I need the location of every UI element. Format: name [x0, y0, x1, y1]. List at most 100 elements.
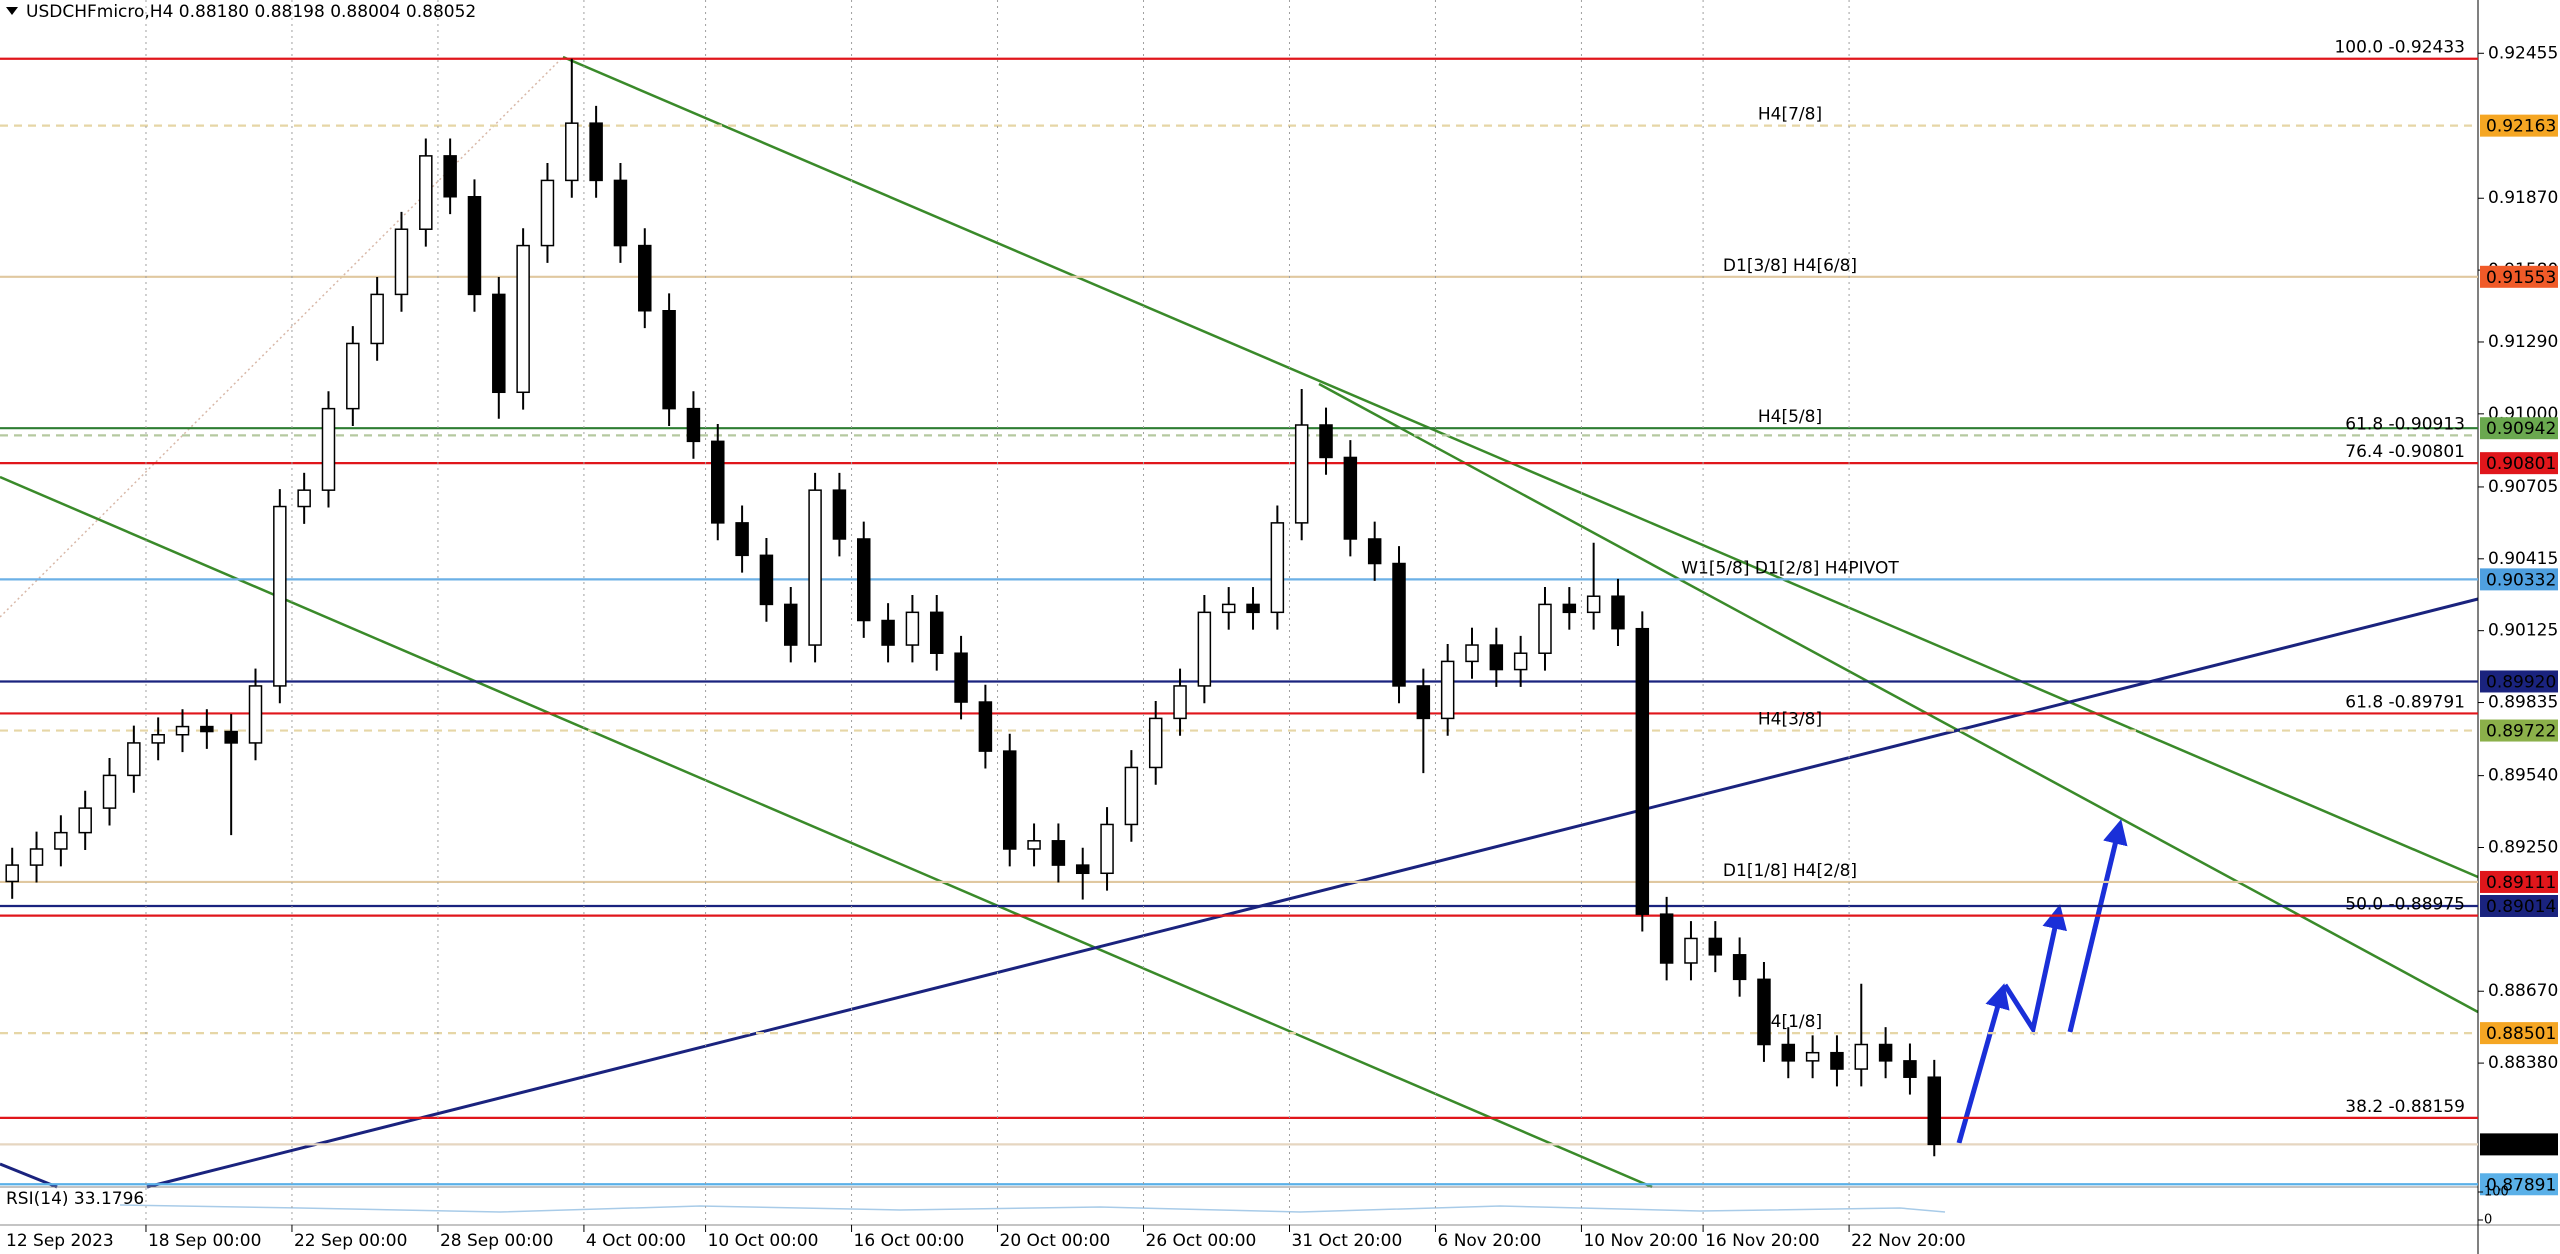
rsi-panel: RSI(14) 33.1796 — [0, 1186, 2560, 1226]
channel-line — [1318, 382, 2479, 1014]
price-tag — [2480, 870, 2558, 893]
price-tag-label: 0.91553 — [2486, 268, 2556, 288]
rsi-label: RSI(14) 33.1796 — [6, 1189, 144, 1209]
candle-body — [102, 774, 117, 809]
level-label: H4[3/8] — [1758, 710, 1822, 730]
candle-body — [1148, 717, 1163, 769]
candle-body — [1367, 538, 1382, 565]
price-tag — [2480, 1133, 2558, 1156]
candle-body — [638, 244, 652, 312]
candle-body — [467, 196, 482, 296]
candle-body — [1684, 937, 1698, 964]
candle-body — [370, 293, 384, 345]
price-tag — [2480, 719, 2558, 742]
candle-body — [857, 538, 871, 622]
candle-body — [784, 603, 798, 646]
candle-body — [1416, 685, 1431, 720]
price-tag — [2480, 1173, 2558, 1196]
level-label: H4[7/8] — [1758, 105, 1822, 125]
x-tick-label: 16 Nov 20:00 — [1705, 1231, 1820, 1251]
price-tag-label: 0.90332 — [2486, 570, 2556, 590]
level-label: 100.0 -0.92433 — [2334, 38, 2465, 58]
x-tick-label: 28 Sep 00:00 — [440, 1231, 553, 1251]
candle-body — [1708, 937, 1723, 956]
rsi-tick-label: 0 — [2484, 1213, 2492, 1228]
candle-body — [589, 122, 603, 182]
y-tick-label: 0.90415 — [2488, 549, 2558, 569]
x-tick-label: 22 Sep 00:00 — [294, 1231, 407, 1251]
levels: 100.0 -0.92433 H4[7/8] D1[3/8] H4[6/8] H4[5… — [0, 38, 2478, 1186]
candle-body — [1830, 1051, 1844, 1070]
candle-body — [1878, 1043, 1893, 1062]
channel-line — [562, 55, 2479, 879]
candle-body — [1027, 840, 1041, 850]
candle-body — [613, 179, 628, 247]
candle-body — [1903, 1060, 1917, 1078]
x-tick-label: 26 Oct 00:00 — [1146, 1231, 1257, 1251]
candle-body — [808, 489, 822, 646]
candle-body — [1562, 603, 1577, 614]
chart-title: USDCHFmicro,H4 0.88180 0.88198 0.88004 0… — [26, 2, 476, 22]
price-tag — [2480, 265, 2558, 288]
candle-body — [1854, 1043, 1869, 1070]
level-label: H4[5/8] — [1758, 407, 1822, 427]
y-tick-label: 0.89540 — [2488, 766, 2558, 786]
candle-body — [1465, 644, 1479, 663]
candle-body — [1392, 562, 1406, 687]
x-tick-label: 16 Oct 00:00 — [854, 1231, 965, 1251]
candle-body — [78, 807, 92, 834]
candle-body — [419, 155, 433, 230]
candle-body — [175, 725, 190, 736]
candle-body — [929, 611, 944, 654]
y-tick-label: 0.89835 — [2488, 693, 2558, 713]
price-tag — [2480, 417, 2558, 440]
candle-body — [346, 342, 360, 410]
x-tick-label: 20 Oct 00:00 — [1000, 1231, 1111, 1251]
candle-body — [565, 122, 579, 182]
candle-body — [1051, 840, 1066, 866]
candle-body — [1659, 913, 1674, 964]
price-tag — [2480, 568, 2558, 591]
price-tag-label: 0.87891 — [2486, 1175, 2556, 1195]
y-tick-label: 0.91290 — [2488, 332, 2558, 352]
candle-body — [1221, 603, 1236, 614]
candle-body — [29, 848, 44, 866]
candle-body — [151, 734, 165, 744]
x-tick-label: 22 Nov 20:00 — [1851, 1231, 1966, 1251]
rsi-line — [119, 1204, 1946, 1213]
y-tick-label: 0.91870 — [2488, 188, 2558, 208]
price-tag-label: 0.90942 — [2486, 419, 2556, 439]
rsi-tick-label: 100 — [2484, 1185, 2509, 1200]
price-tag-label: 0.89722 — [2486, 722, 2556, 742]
candle-body — [1197, 611, 1212, 687]
price-tag-label: 0.88052 — [2486, 1135, 2556, 1155]
level-label: W1[5/8] D1[2/8] H4PIVOT — [1681, 558, 1899, 578]
price-tag-label: 0.88501 — [2486, 1024, 2556, 1044]
menu-icon[interactable] — [6, 7, 18, 15]
candle-body — [711, 440, 725, 524]
y-tick-label: 0.88670 — [2488, 981, 2558, 1001]
candle-body — [978, 701, 993, 752]
y-tick-label: 0.88380 — [2488, 1053, 2558, 1073]
x-tick-label: 6 Nov 20:00 — [1437, 1231, 1541, 1251]
candle-body — [1732, 954, 1747, 981]
candle-body — [1440, 660, 1455, 720]
candle-body — [1343, 456, 1358, 540]
y-tick-label: 0.90125 — [2488, 621, 2558, 641]
price-tag — [2480, 114, 2558, 137]
arrow — [2002, 904, 2067, 1036]
candle-body — [735, 522, 749, 557]
level-label: 38.2 -0.88159 — [2345, 1097, 2465, 1117]
price-tag-label: 0.90801 — [2486, 454, 2556, 474]
price-tag — [2480, 670, 2558, 693]
candle-body — [759, 554, 774, 606]
candle-body — [443, 155, 457, 198]
price-tag-label: 0.89111 — [2486, 873, 2556, 893]
level-label: 50.0 -0.88975 — [2345, 895, 2465, 915]
candle-body — [321, 407, 336, 491]
x-tick-label: 4 Oct 00:00 — [586, 1231, 686, 1251]
candle-body — [1100, 823, 1114, 875]
price-tag-label: 0.92163 — [2486, 117, 2556, 137]
candle-body — [1002, 750, 1017, 850]
